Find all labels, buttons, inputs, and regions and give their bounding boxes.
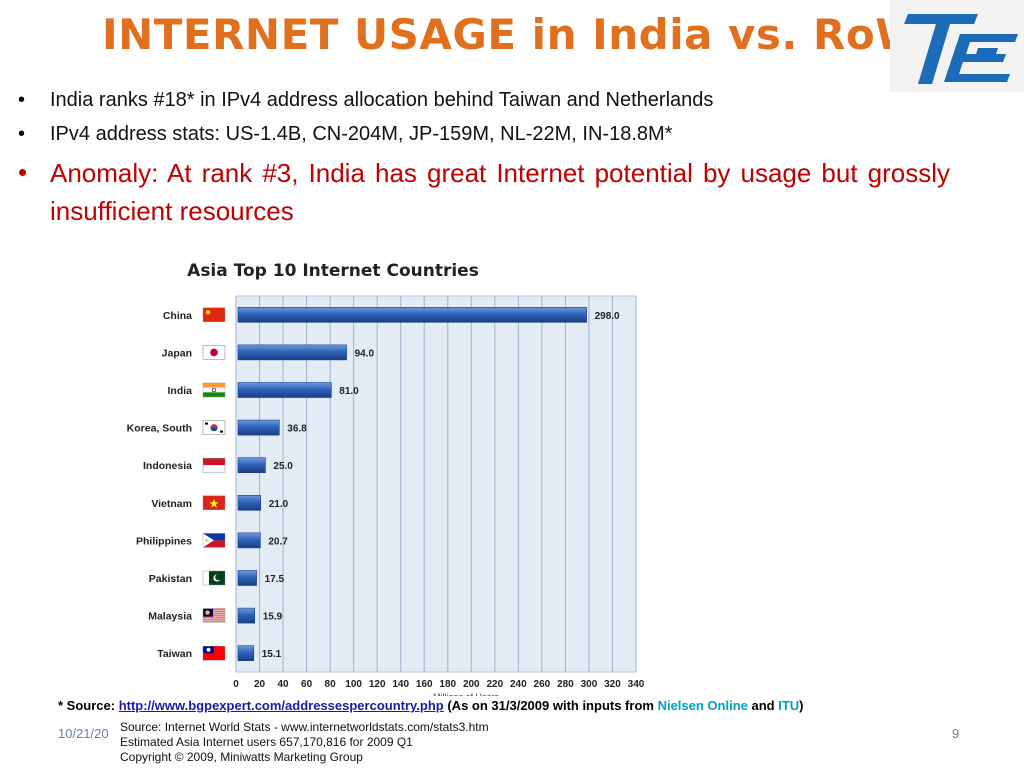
bar-value-label: 15.1 (262, 649, 282, 660)
bar-taiwan (237, 645, 255, 662)
bullet-item: • India ranks #18* in IPv4 address alloc… (18, 86, 958, 114)
x-tick-label: 20 (254, 679, 266, 690)
chart-source-notes: Source: Internet World Stats - www.inter… (120, 720, 489, 765)
chart-note: Source: Internet World Stats - www.inter… (120, 720, 489, 734)
source-org-itu: ITU (778, 698, 800, 713)
x-axis-label: Millions of Users (433, 692, 500, 696)
x-tick-label: 100 (345, 679, 362, 690)
category-label: Indonesia (143, 460, 192, 472)
category-label: Pakistan (149, 573, 192, 585)
source-and: and (747, 698, 779, 713)
x-tick-label: 300 (581, 679, 598, 690)
x-tick-label: 240 (510, 679, 527, 690)
x-tick-label: 180 (439, 679, 456, 690)
x-tick-label: 40 (277, 679, 289, 690)
category-label: Taiwan (157, 648, 192, 660)
vietnam-flag-icon (202, 495, 226, 511)
south-korea-flag-icon (202, 420, 226, 435)
bar-pakistan (237, 570, 257, 586)
source-prefix: * Source: (58, 698, 119, 713)
bar-malaysia (237, 607, 256, 624)
page-number: 9 (952, 726, 960, 741)
bar-value-label: 15.9 (263, 612, 283, 623)
japan-flag-icon (202, 345, 226, 360)
x-tick-label: 0 (233, 679, 239, 690)
source-org-nielsen: Nielsen Online (657, 698, 748, 713)
x-tick-label: 140 (392, 679, 409, 690)
bar-japan (237, 344, 347, 361)
bar-vietnam (237, 495, 262, 511)
bullet-text: India ranks #18* in IPv4 address allocat… (50, 89, 714, 111)
category-label: Malaysia (148, 611, 192, 623)
bullet-list: • India ranks #18* in IPv4 address alloc… (18, 86, 958, 236)
bar-chart: Asia Top 10 Internet Countries 298.0 Chin… (127, 261, 645, 702)
x-tick-label: 340 (628, 679, 645, 690)
bullet-text: Anomaly: At rank #3, India has great Int… (50, 158, 950, 226)
chart-note: Copyright © 2009, Miniwatts Marketing Gr… (120, 750, 363, 764)
category-label: India (167, 385, 192, 397)
source-middle: (As on 31/3/2009 with inputs from (443, 698, 658, 713)
bullet-text: IPv4 address stats: US-1.4B, CN-204M, JP… (50, 123, 673, 145)
pakistan-flag-icon (202, 570, 226, 586)
taiwan-flag-icon (202, 646, 226, 661)
malaysia-flag-icon (202, 608, 226, 623)
chart-title: Asia Top 10 Internet Countries (187, 261, 479, 281)
bullet-item: • IPv4 address stats: US-1.4B, CN-204M, … (18, 120, 958, 148)
chart-note: Estimated Asia Internet users 657,170,81… (120, 735, 413, 749)
bar-value-label: 20.7 (268, 536, 288, 547)
slide-title: INTERNET USAGE in India vs. RoW (101, 10, 923, 59)
bar-value-label: 17.5 (265, 574, 285, 585)
category-label: Japan (162, 347, 192, 359)
x-tick-label: 320 (604, 679, 621, 690)
x-tick-label: 220 (486, 679, 503, 690)
bar-india (237, 382, 332, 398)
tec-logo (890, 0, 1024, 92)
x-tick-label: 260 (534, 679, 551, 690)
bar-philippines (237, 532, 261, 549)
bar-value-label: 21.0 (269, 499, 289, 510)
category-label: Philippines (136, 535, 192, 547)
bar-indonesia (237, 457, 266, 473)
bar-value-label: 36.8 (287, 424, 307, 435)
x-tick-label: 60 (301, 679, 313, 690)
category-label: Korea, South (127, 423, 192, 435)
bar-value-label: 298.0 (595, 311, 620, 322)
bar-china (237, 306, 587, 323)
bar-korea-south (237, 419, 280, 436)
bullet-dot: • (18, 157, 28, 187)
bar-value-label: 81.0 (339, 386, 359, 397)
china-flag-icon (202, 307, 226, 322)
x-tick-label: 160 (416, 679, 433, 690)
x-tick-label: 80 (325, 679, 337, 690)
india-flag-icon (202, 382, 226, 398)
bullet-dot: • (18, 89, 26, 111)
bar-value-label: 25.0 (273, 461, 293, 472)
category-label: Vietnam (151, 498, 192, 510)
bullet-dot: • (18, 123, 26, 145)
bar-value-label: 94.0 (355, 348, 375, 359)
slide-date: 10/21/20 (58, 726, 109, 741)
x-tick-label: 120 (369, 679, 386, 690)
bullet-item-highlight: • Anomaly: At rank #3, India has great I… (18, 154, 958, 230)
philippines-flag-icon (202, 533, 226, 548)
chart: Asia Top 10 Internet Countries 298.0 Chin… (110, 256, 650, 702)
source-suffix: ) (799, 698, 804, 713)
x-tick-label: 280 (557, 679, 574, 690)
category-label: China (163, 310, 192, 322)
source-citation: * Source: http://www.bgpexpert.com/addre… (58, 698, 804, 713)
x-tick-label: 200 (463, 679, 480, 690)
indonesia-flag-icon (202, 457, 226, 473)
source-link[interactable]: http://www.bgpexpert.com/addressespercou… (118, 698, 444, 713)
